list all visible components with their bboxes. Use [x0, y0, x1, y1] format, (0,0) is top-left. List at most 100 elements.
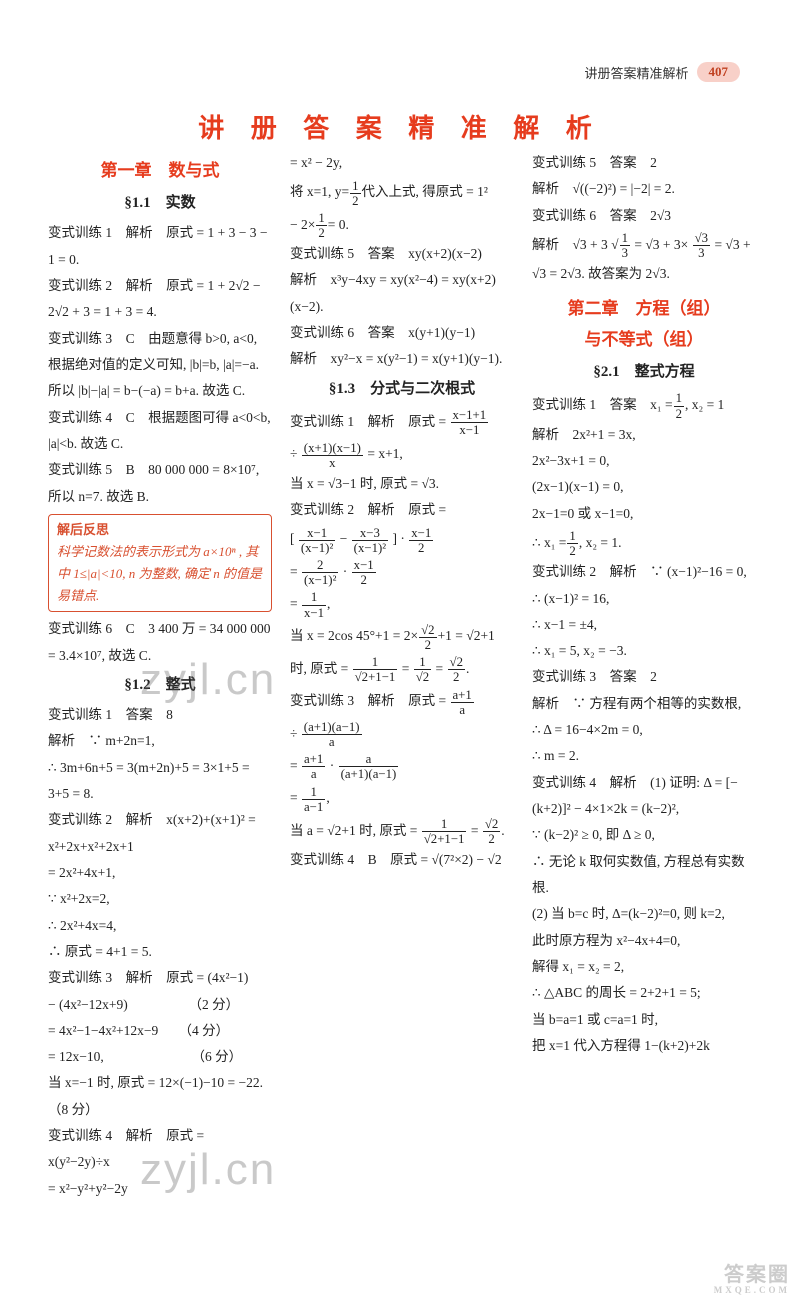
frac-sqrt2-2: √22 — [419, 623, 436, 652]
page-number: 407 — [697, 62, 741, 82]
c3-v2d: ∴ x₁ = 5, x₂ = −3. — [532, 638, 756, 664]
c1-v1: 变式训练 1 解析 原式 = 1 + 3 − 3 − 1 = 0. — [48, 220, 272, 273]
c1s2-v4b: x(y²−2y)÷x — [48, 1149, 272, 1175]
c1s2-v2b: = 2x²+4x+1, — [48, 860, 272, 886]
frac-1-3: 13 — [620, 231, 630, 260]
c3-v1e: 2x−1=0 或 x−1=0, — [532, 501, 756, 527]
c3-v3b: 解析 ∵ 方程有两个相等的实数根, — [532, 691, 756, 717]
frac-half-4: 12 — [567, 529, 577, 558]
c2-l1: = x² − 2y, — [290, 150, 514, 176]
frac-d: 2(x−1)² — [302, 558, 338, 587]
page-header: 讲册答案精准解析 407 — [584, 62, 740, 82]
c2-s3v2c: 时, 原式 = 1√2+1−1 = 1√2 = √22. — [290, 653, 514, 685]
c3-v2b: ∴ (x−1)² = 16, — [532, 586, 756, 612]
c1-v5: 变式训练 5 B 80 000 000 = 8×10⁷, 所以 n=7. 故选 … — [48, 457, 272, 510]
c3-v6b1: 解析 √3 + 3 — [532, 237, 608, 252]
c2-s3v2c-t: 时, 原式 = — [290, 661, 348, 676]
c3-v3d: ∴ m = 2. — [532, 743, 756, 769]
c2-l2a: 将 x=1, y= — [290, 184, 349, 199]
c3-v3a: 变式训练 3 答案 2 — [532, 664, 756, 690]
frac-k: (a+1)(a−1)a — [302, 720, 362, 749]
frac-g: 1√2+1−1 — [353, 655, 398, 684]
c2-v6b: 解析 xy²−x = x(y²−1) = x(y+1)(y−1). — [290, 346, 514, 372]
c3-v1f-t: ∴ x₁ = — [532, 535, 566, 550]
chapter2-title2: 与不等式（组） — [532, 323, 756, 356]
c1s2-v2c: ∵ x²+2x=2, — [48, 886, 272, 912]
section-1-1-title: §1.1 实数 — [48, 189, 272, 218]
c1-v6: 变式训练 6 C 3 400 万 = 34 000 000 = 3.4×10⁷,… — [48, 616, 272, 669]
c1s2-v1c: ∴ 3m+6n+5 = 3(m+2n)+5 = 3×1+5 = 3+5 = 8. — [48, 755, 272, 808]
c1-v2: 变式训练 2 解析 原式 = 1 + 2√2 − 2√2 + 3 = 1 + 3… — [48, 273, 272, 326]
c2-s3v3a-t: 变式训练 3 解析 原式 = — [290, 693, 446, 708]
c2-s3v1a-t: 变式训练 1 解析 原式 = — [290, 414, 446, 429]
c2-s3v3-f3: = 1a−1, — [290, 782, 514, 814]
column-3: 变式训练 5 答案 2 解析 √((−2)²) = |−2| = 2. 变式训练… — [532, 150, 756, 1244]
c3-v4g: ∴ △ABC 的周长 = 2+2+1 = 5; — [532, 980, 756, 1006]
c2-l3b: = 0. — [328, 217, 349, 232]
frac-p: √22 — [483, 817, 500, 846]
c1s2-v2e: ∴ 原式 = 4+1 = 5. — [48, 939, 272, 965]
frac-l: a+1a — [302, 752, 325, 781]
c2-s3v1b-t: = x+1, — [367, 446, 402, 461]
c2-s3v1a: 变式训练 1 解析 原式 = x−1+1x−1 — [290, 406, 514, 438]
callout-head: 解后反思 — [57, 519, 263, 541]
callout-box: 解后反思 科学记数法的表示形式为 a×10ⁿ , 其中 1≤|a|<10, n … — [48, 514, 272, 612]
frac-half-2: 12 — [316, 211, 326, 240]
section-1-3-title: §1.3 分式与二次根式 — [290, 375, 514, 404]
c3-v4h: 当 b=a=1 或 c=a=1 时, — [532, 1007, 756, 1033]
c2-s3v2a: 变式训练 2 解析 原式 = — [290, 497, 514, 523]
c3-v1aa-t: , x₂ = 1 — [685, 397, 724, 412]
c2-s3v1c: 当 x = √3−1 时, 原式 = √3. — [290, 471, 514, 497]
c2-s3v2bb-t: +1 = √2+1 — [438, 628, 495, 643]
c2-v5a: 变式训练 5 答案 xy(x+2)(x−2) — [290, 241, 514, 267]
c2-s3v2b-t: 当 x = 2cos 45°+1 = 2× — [290, 628, 418, 643]
c3-v1d: (2x−1)(x−1) = 0, — [532, 474, 756, 500]
c2-s3v3a: 变式训练 3 解析 原式 = a+1a — [290, 685, 514, 717]
frac-b: x−3(x−1)² — [352, 526, 388, 555]
c2-s3v3c-t: 当 a = √2+1 时, 原式 = — [290, 823, 417, 838]
c2-l3a: − 2× — [290, 217, 315, 232]
c1s2-v3d: = 12x−10, （6 分） — [48, 1044, 272, 1070]
c2-v5b: 解析 x³y−4xy = xy(x²−4) = xy(x+2)(x−2). — [290, 267, 514, 320]
c2-s3v3-f2: = a+1a · a(a+1)(a−1) — [290, 750, 514, 782]
c1s2-v3c: = 4x²−1−4x²+12x−9 （4 分） — [48, 1018, 272, 1044]
c2-s3v3-f1: ÷ (a+1)(a−1)a — [290, 718, 514, 750]
c3-v4b: ∵ (k−2)² ≥ 0, 即 Δ ≥ 0, — [532, 822, 756, 848]
header-label: 讲册答案精准解析 — [584, 63, 688, 82]
frac-m: a(a+1)(a−1) — [339, 752, 399, 781]
c3-v1c: 2x²−3x+1 = 0, — [532, 448, 756, 474]
c3-v2c: ∴ x−1 = ±4, — [532, 612, 756, 638]
c3-v4i: 把 x=1 代入方程得 1−(k+2)+2k — [532, 1033, 756, 1059]
c3-v5a: 变式训练 5 答案 2 — [532, 150, 756, 176]
c3-v1b: 解析 2x²+1 = 3x, — [532, 422, 756, 448]
section-1-2-title: §1.2 整式 — [48, 671, 272, 700]
c3-v4e: 此时原方程为 x²−4x+4=0, — [532, 928, 756, 954]
c2-l2b: 代入上式, 得原式 = 1² — [362, 184, 488, 199]
footer-line2: MXQE.COM — [714, 1286, 790, 1296]
c3-v2a: 变式训练 2 解析 ∵ (x−1)²−16 = 0, — [532, 559, 756, 585]
column-1: 第一章 数与式 §1.1 实数 变式训练 1 解析 原式 = 1 + 3 − 3… — [48, 150, 272, 1244]
c3-v6b3: = √3 + — [714, 237, 750, 252]
frac-h: 1√2 — [414, 655, 431, 684]
c2-l3: − 2×12= 0. — [290, 209, 514, 241]
c3-v6c: √3 = 2√3. 故答案为 2√3. — [532, 261, 756, 287]
frac-s3v1: x−1+1x−1 — [451, 408, 489, 437]
c3-v4f: 解得 x₁ = x₂ = 2, — [532, 954, 756, 980]
content-columns: 第一章 数与式 §1.1 实数 变式训练 1 解析 原式 = 1 + 3 − 3… — [48, 150, 756, 1244]
frac-a: x−1(x−1)² — [299, 526, 335, 555]
c3-v4a: 变式训练 4 解析 (1) 证明: Δ = [−(k+2)]² − 4×1×2k… — [532, 770, 756, 823]
c1s2-v2d: ∴ 2x²+4x=4, — [48, 913, 272, 939]
frac-n: 1a−1 — [302, 785, 325, 814]
c2-v6a: 变式训练 6 答案 x(y+1)(y−1) — [290, 320, 514, 346]
c2-s3v2-f1: [ x−1(x−1)² − x−3(x−1)² ] · x−12 — [290, 523, 514, 555]
main-title: 讲 册 答 案 精 准 解 析 — [0, 108, 800, 145]
c2-s3v1m: ÷ (x+1)(x−1)x = x+1, — [290, 438, 514, 470]
c2-s3v3c: 当 a = √2+1 时, 原式 = 1√2+1−1 = √22. — [290, 815, 514, 847]
c2-s3v2-f3: = 1x−1, — [290, 588, 514, 620]
c1s2-v4c: = x²−y²+y²−2y — [48, 1176, 272, 1202]
c2-s3v2-f2: = 2(x−1)² · x−12 — [290, 556, 514, 588]
c1s2-v3b: − (4x²−12x+9) （2 分） — [48, 992, 272, 1018]
footer-logo: 答案圈 MXQE.COM — [714, 1264, 790, 1296]
c3-v1a: 变式训练 1 答案 x₁ =12, x₂ = 1 — [532, 389, 756, 421]
c1s2-v3a: 变式训练 3 解析 原式 = (4x²−1) — [48, 965, 272, 991]
